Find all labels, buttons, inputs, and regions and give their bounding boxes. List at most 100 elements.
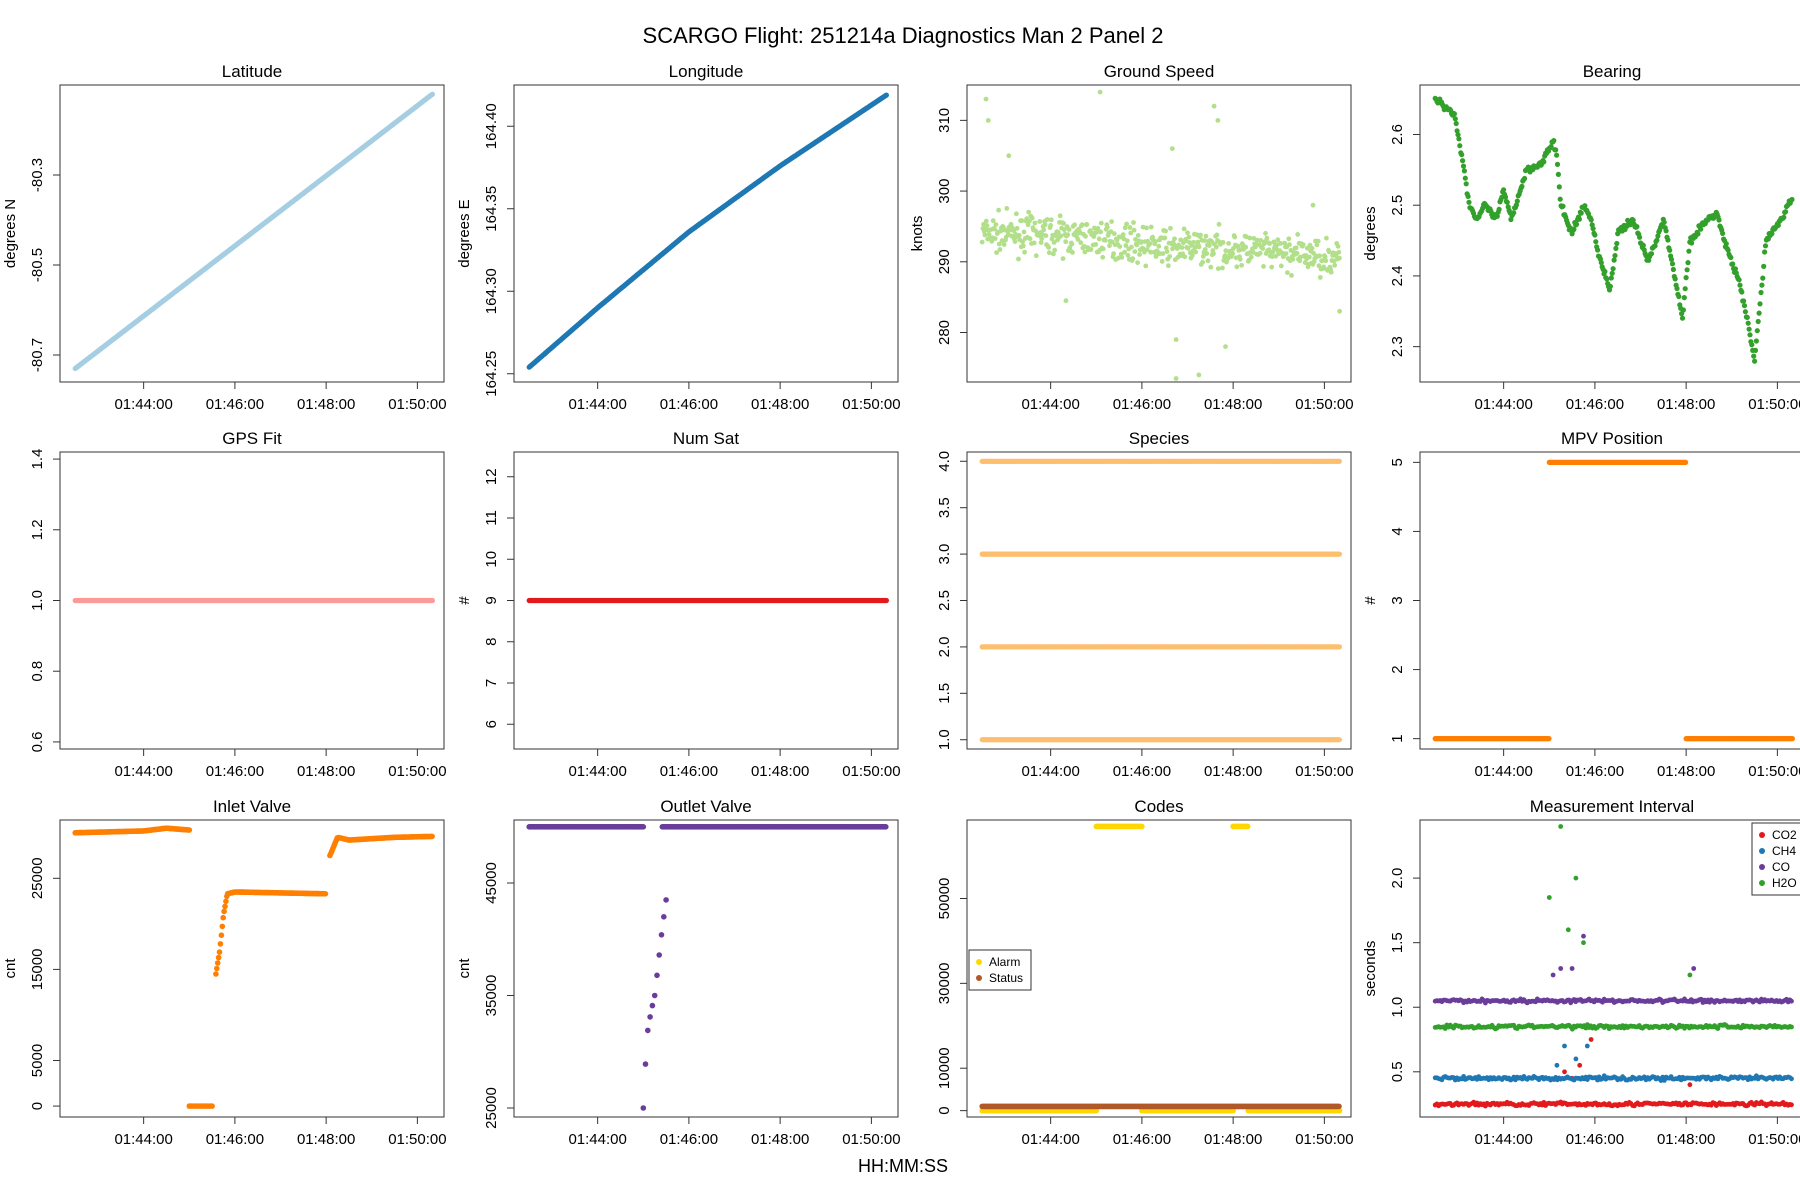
data-point — [1185, 230, 1190, 236]
data-point — [1732, 266, 1738, 272]
data-point — [1215, 118, 1221, 123]
data-point — [1022, 249, 1027, 255]
y-tick-label: 0 — [29, 1102, 46, 1110]
data-point — [1006, 153, 1012, 159]
data-point — [1235, 243, 1241, 249]
data-point — [1463, 181, 1469, 187]
y-tick-label: 2.5 — [936, 590, 953, 611]
y-tick-label: 4.0 — [936, 451, 953, 472]
data-point — [1513, 202, 1519, 208]
x-tick-label: 01:50:00 — [842, 396, 900, 413]
data-point — [1590, 226, 1596, 232]
y-tick-label: 2.3 — [1389, 336, 1406, 357]
data-point — [1336, 644, 1342, 650]
data-point — [1109, 219, 1114, 225]
data-point — [1061, 227, 1067, 233]
data-point — [1578, 210, 1584, 216]
data-point — [1459, 152, 1465, 158]
data-point — [1211, 103, 1217, 109]
y-tick-label: 11 — [483, 510, 500, 526]
data-point — [1196, 372, 1202, 378]
data-point — [1608, 275, 1614, 281]
data-point — [1725, 247, 1731, 253]
data-point — [1290, 256, 1296, 262]
data-point — [1200, 259, 1205, 265]
x-tick-label: 01:46:00 — [660, 396, 718, 413]
data-point — [1120, 232, 1126, 238]
x-tick-label: 01:44:00 — [114, 1131, 172, 1148]
data-point — [1745, 320, 1751, 326]
data-point — [1088, 247, 1094, 253]
data-points — [979, 458, 1342, 743]
data-point — [1582, 203, 1588, 209]
data-point — [1098, 229, 1103, 235]
data-point — [986, 232, 992, 237]
data-point — [1100, 246, 1106, 252]
data-point — [1257, 250, 1263, 256]
data-point — [1337, 255, 1342, 261]
data-point — [1511, 210, 1517, 216]
data-point — [1123, 243, 1129, 248]
data-point — [1196, 244, 1202, 250]
data-point — [1103, 237, 1108, 243]
data-point — [1317, 275, 1323, 280]
data-point — [984, 223, 990, 229]
data-point — [1317, 253, 1322, 259]
data-point — [1043, 233, 1049, 239]
data-point — [1336, 458, 1342, 464]
figure-title: SCARGO Flight: 251214a Diagnostics Man 2… — [643, 23, 1164, 48]
data-point — [1672, 276, 1678, 282]
data-point — [1247, 235, 1253, 241]
data-point — [1574, 221, 1580, 227]
x-tick-label: 01:48:00 — [297, 1131, 355, 1148]
data-point — [1083, 233, 1088, 239]
data-point — [1310, 202, 1316, 208]
data-point — [1321, 264, 1327, 270]
plot-frame — [1419, 451, 1800, 750]
data-point — [1237, 256, 1243, 262]
data-point — [1039, 236, 1045, 242]
data-point — [1336, 737, 1342, 743]
data-point — [1761, 263, 1767, 269]
data-point — [1014, 211, 1019, 217]
data-point — [1607, 283, 1613, 289]
data-point — [1306, 254, 1312, 260]
data-point — [1213, 244, 1219, 250]
data-point — [1752, 347, 1759, 353]
y-tick-label: 7 — [483, 679, 500, 687]
data-point — [1751, 353, 1757, 359]
data-point — [1202, 238, 1207, 244]
data-point — [1208, 264, 1214, 270]
data-point — [1755, 318, 1761, 325]
data-points — [1432, 95, 1795, 364]
data-point — [1749, 342, 1755, 348]
data-point — [1004, 206, 1010, 211]
data-point — [1129, 244, 1134, 250]
x-tick-label: 01:46:00 — [206, 763, 264, 780]
data-point — [1551, 138, 1557, 144]
panel-title: Num Sat — [673, 429, 739, 448]
y-tick-label: 1.4 — [29, 449, 46, 470]
y-tick-label: 300 — [936, 179, 953, 204]
data-point — [1775, 222, 1781, 228]
data-point — [1614, 240, 1620, 247]
data-point — [1736, 277, 1742, 283]
data-point — [1143, 263, 1149, 269]
data-point — [1107, 243, 1112, 249]
data-point — [1012, 239, 1018, 245]
data-point — [1137, 252, 1142, 257]
y-tick-label: 2.4 — [1389, 265, 1406, 286]
data-point — [1267, 241, 1272, 246]
data-point — [1689, 240, 1695, 246]
data-point — [985, 118, 991, 123]
data-point — [1293, 245, 1299, 251]
data-point — [1207, 243, 1212, 248]
data-point — [1072, 222, 1077, 228]
data-point — [1322, 254, 1328, 260]
x-tick-label: 01:44:00 — [114, 763, 172, 780]
data-point — [1554, 152, 1560, 158]
data-point — [1164, 249, 1170, 254]
data-point — [1096, 236, 1102, 242]
y-tick-label: 10 — [483, 551, 500, 568]
